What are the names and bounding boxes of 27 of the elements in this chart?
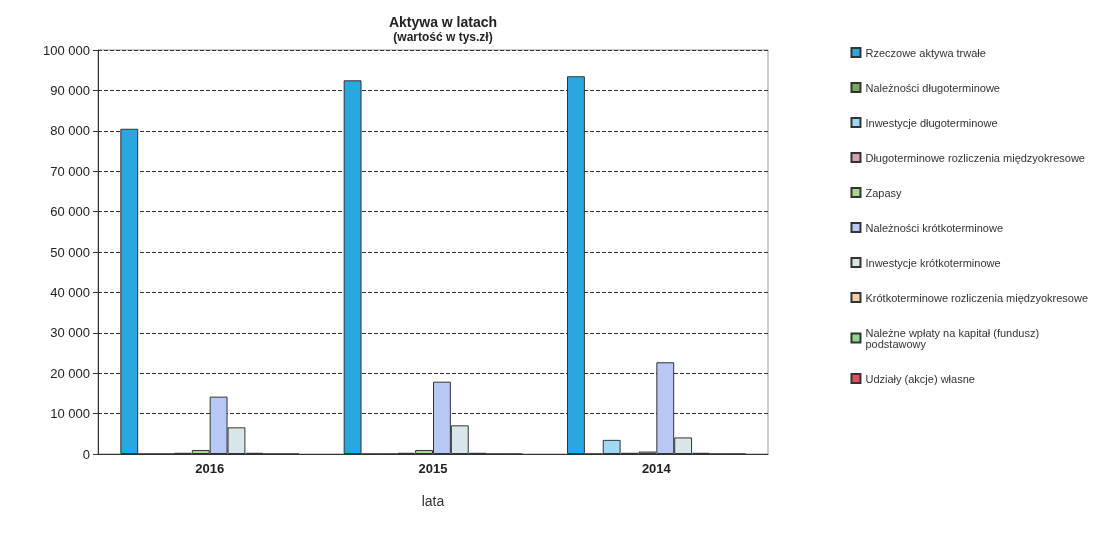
y-tick-label: 90 000 xyxy=(50,82,90,98)
x-axis-title: lata xyxy=(421,493,445,509)
y-tick-label: 10 000 xyxy=(50,406,90,422)
y-tick-label: 30 000 xyxy=(50,325,90,341)
y-tick-label: 50 000 xyxy=(50,244,90,260)
legend-label: Należne wpłaty na kapitał (fundusz) podstawowy xyxy=(865,326,1043,350)
x-tick-label: 2014 xyxy=(641,461,672,476)
legend-label: Należności długoterminowe xyxy=(865,81,1000,94)
chart-subtitle: (wartość w tys.zł) xyxy=(393,30,493,44)
y-tick-label: 80 000 xyxy=(50,123,90,139)
legend-label: Należności krótkoterminowe xyxy=(865,221,1004,234)
legend-label: Inwestycje krótkoterminowe xyxy=(865,256,1001,269)
legend-label: Inwestycje długoterminowe xyxy=(865,116,998,129)
legend-label: Krótkoterminowe rozliczenia międzyokresowe xyxy=(865,291,1088,304)
chart-title: Aktywa w latach xyxy=(388,14,498,30)
x-tick-label: 2016 xyxy=(195,461,225,476)
y-tick-label: 0 xyxy=(82,446,90,462)
y-tick-label: 40 000 xyxy=(50,284,90,300)
y-tick-label: 100 000 xyxy=(43,42,90,58)
y-tick-label: 70 000 xyxy=(50,163,90,179)
y-tick-label: 20 000 xyxy=(50,365,90,381)
legend-label: Rzeczowe aktywa trwałe xyxy=(865,46,986,59)
legend-label: Udziały (akcje) własne xyxy=(865,372,975,385)
legend-label: Długoterminowe rozliczenia międzyokresowe xyxy=(865,151,1085,164)
x-tick-label: 2015 xyxy=(418,461,448,476)
legend-label: Zapasy xyxy=(865,186,903,199)
y-tick-label: 60 000 xyxy=(50,204,90,220)
